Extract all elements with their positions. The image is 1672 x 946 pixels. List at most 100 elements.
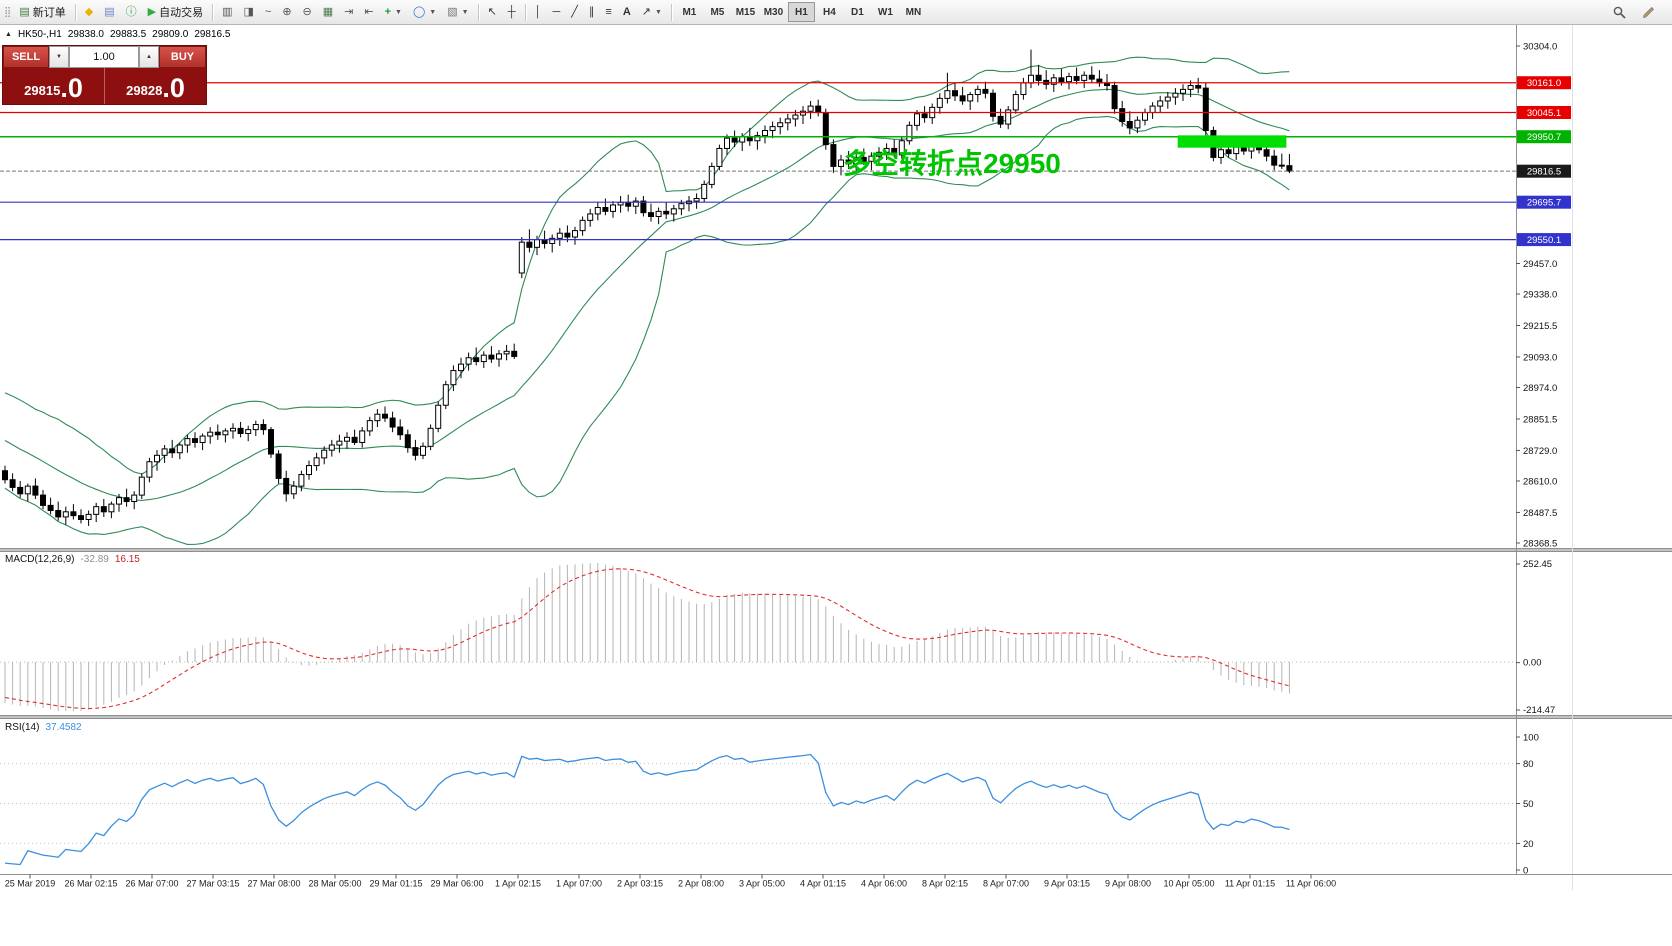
channel-button[interactable]: ∥ — [584, 2, 600, 23]
timeframe-MN-button[interactable]: MN — [900, 2, 927, 22]
svg-text:29093.0: 29093.0 — [1523, 352, 1557, 363]
main-toolbar: ⣿ ▤ 新订单 ◆ ▤ ⓘ ▶ 自动交易 ▥ ◨ ~ ⊕ ⊖ ▦ ⇥ ⇤ + ▼ … — [0, 0, 1672, 25]
svg-text:11 Apr 01:15: 11 Apr 01:15 — [1225, 879, 1275, 889]
line-chart-button[interactable]: ~ — [260, 2, 276, 23]
fibonacci-button[interactable]: ≡ — [600, 2, 616, 23]
chart-shift-button[interactable]: ⇤ — [359, 2, 378, 23]
svg-text:26 Mar 07:00: 26 Mar 07:00 — [125, 879, 178, 889]
crosshair-button[interactable]: ┼ — [503, 2, 521, 23]
indicators-button[interactable]: + ▼ — [380, 2, 407, 23]
auto-scroll-button[interactable]: ⇥ — [339, 2, 358, 23]
svg-text:0.00: 0.00 — [1523, 658, 1542, 669]
arrows-tool-button[interactable]: ↗ ▼ — [637, 2, 667, 23]
timeframe-M30-button[interactable]: M30 — [760, 2, 787, 22]
svg-text:0: 0 — [1523, 866, 1528, 877]
volume-up-button[interactable]: ▲ — [139, 46, 159, 68]
svg-text:9 Apr 03:15: 9 Apr 03:15 — [1044, 879, 1090, 889]
svg-text:25 Mar 2019: 25 Mar 2019 — [5, 879, 56, 889]
svg-text:30304.0: 30304.0 — [1523, 42, 1557, 53]
vertical-line-icon: │ — [534, 5, 542, 18]
svg-text:29 Mar 01:15: 29 Mar 01:15 — [369, 879, 422, 889]
sell-price-main: 29815 — [24, 83, 61, 98]
svg-text:29215.5: 29215.5 — [1523, 321, 1557, 332]
svg-text:29695.7: 29695.7 — [1527, 198, 1561, 209]
cursor-icon: ↖ — [487, 5, 497, 18]
timeframe-M1-button[interactable]: M1 — [676, 2, 703, 22]
svg-text:28487.5: 28487.5 — [1523, 508, 1557, 519]
chart-canvas[interactable]: 30304.0 29457.0 29338.0 29215.5 29093.0 28974… — [0, 25, 1672, 890]
candlestick-chart-button[interactable]: ◨ — [238, 2, 258, 23]
ohlc-close: 29816.5 — [194, 29, 231, 40]
search-button[interactable] — [1608, 2, 1631, 23]
sell-button[interactable]: SELL — [3, 46, 49, 68]
candlestick-chart-icon: ◨ — [243, 5, 254, 18]
svg-text:80: 80 — [1523, 759, 1534, 770]
info-button[interactable]: ⓘ — [121, 2, 142, 23]
buy-price-display[interactable]: 29828.0 — [104, 68, 206, 104]
objects-button[interactable]: ◯ ▼ — [408, 2, 441, 23]
svg-text:27 Mar 08:00: 27 Mar 08:00 — [247, 879, 300, 889]
text-tool-icon: A — [622, 5, 631, 18]
timeframe-M5-button[interactable]: M5 — [704, 2, 731, 22]
macd-indicator-label: MACD(12,26,9) -32.89 16.15 — [5, 554, 140, 565]
search-icon — [1613, 6, 1626, 19]
zoom-in-button[interactable]: ⊕ — [277, 2, 296, 23]
macd-signal-value: 16.15 — [114, 554, 140, 565]
svg-text:100: 100 — [1523, 733, 1539, 744]
toolbar-separator — [670, 3, 672, 21]
printer-icon: ▤ — [104, 5, 115, 18]
timeframe-D1-button[interactable]: D1 — [844, 2, 871, 22]
timeframe-W1-button[interactable]: W1 — [872, 2, 899, 22]
horizontal-line-button[interactable]: ─ — [547, 2, 565, 23]
auto-trading-label: 自动交易 — [159, 7, 204, 19]
toolbar-right-group — [1608, 2, 1660, 23]
bar-chart-button[interactable]: ▥ — [217, 2, 237, 23]
svg-text:11 Apr 06:00: 11 Apr 06:00 — [1286, 879, 1336, 889]
rsi-panel — [0, 753, 1516, 866]
volume-down-button[interactable]: ▼ — [49, 46, 69, 68]
rsi-name: RSI(14) — [5, 722, 40, 733]
rsi-value: 37.4582 — [45, 722, 82, 733]
panel-collapse-icon[interactable]: ▲ — [5, 31, 12, 38]
toolbar-separator — [74, 3, 76, 21]
tile-windows-button[interactable]: ▦ — [318, 2, 338, 23]
trade-panel-controls: SELL ▼ ▲ BUY — [3, 46, 206, 68]
play-icon: ▶ — [147, 5, 157, 18]
new-order-button[interactable]: ▤ 新订单 — [14, 2, 70, 23]
community-button[interactable]: ◆ — [80, 2, 98, 23]
timeframe-H4-button[interactable]: H4 — [816, 2, 843, 22]
timeframe-M15-button[interactable]: M15 — [732, 2, 759, 22]
timeframe-toolbar: M1 M5 M15 M30 H1 H4 D1 W1 MN — [676, 2, 927, 22]
templates-button[interactable]: ▧ ▼ — [442, 2, 473, 23]
svg-text:28851.5: 28851.5 — [1523, 414, 1557, 425]
text-tool-button[interactable]: A — [618, 2, 636, 23]
buy-button[interactable]: BUY — [159, 46, 206, 68]
candlestick-layer — [2, 49, 1293, 526]
trade-panel-prices: 29815.0 29828.0 — [3, 68, 206, 104]
svg-text:20: 20 — [1523, 839, 1534, 850]
auto-trading-button[interactable]: ▶ 自动交易 — [143, 2, 208, 23]
cursor-button[interactable]: ↖ — [483, 2, 502, 23]
chart-shift-icon: ⇤ — [364, 5, 374, 18]
trendline-button[interactable]: ╱ — [566, 2, 583, 23]
sell-price-display[interactable]: 29815.0 — [3, 68, 104, 104]
print-button[interactable]: ▤ — [99, 2, 119, 23]
auto-scroll-icon: ⇥ — [344, 5, 354, 18]
fibonacci-icon: ≡ — [605, 5, 612, 18]
macd-panel — [0, 563, 1516, 711]
svg-text:9 Apr 08:00: 9 Apr 08:00 — [1105, 879, 1151, 889]
toolbar-grip[interactable]: ⣿ — [4, 6, 12, 18]
svg-text:29816.5: 29816.5 — [1527, 167, 1561, 178]
zoom-out-button[interactable]: ⊖ — [298, 2, 317, 23]
vertical-line-button[interactable]: │ — [530, 2, 547, 23]
edit-button[interactable] — [1637, 2, 1660, 23]
time-axis: 25 Mar 2019 26 Mar 02:15 26 Mar 07:00 27 Ma… — [0, 874, 1672, 889]
tile-windows-icon: ▦ — [322, 5, 334, 18]
diamond-icon: ◆ — [84, 5, 94, 18]
volume-input[interactable] — [69, 46, 139, 68]
bollinger-bands — [4, 56, 1290, 545]
timeframe-H1-button[interactable]: H1 — [787, 2, 815, 22]
svg-text:3 Apr 05:00: 3 Apr 05:00 — [739, 879, 785, 889]
svg-text:8 Apr 07:00: 8 Apr 07:00 — [983, 879, 1029, 889]
